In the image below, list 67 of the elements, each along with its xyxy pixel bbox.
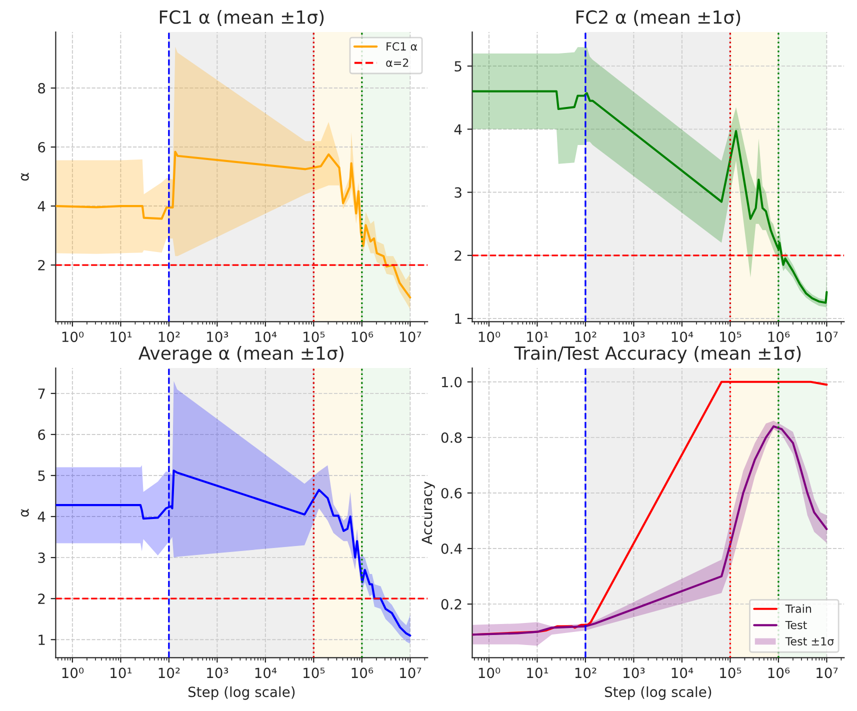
- y-tick-label: 5: [454, 61, 462, 72]
- x-tick-label: 10³: [624, 668, 645, 678]
- x-tick-label: 10⁶: [352, 668, 374, 678]
- y-tick-label: 3: [38, 552, 45, 564]
- x-tick-label: 10²: [158, 668, 180, 678]
- x-tick-label: 10⁶: [768, 668, 790, 678]
- x-tick-label: 10⁷: [400, 332, 422, 342]
- chart-title: Train/Test Accuracy (mean ±1σ): [514, 346, 801, 364]
- x-tick-label: 10²: [158, 332, 180, 342]
- x-tick-label: 10⁶: [768, 332, 790, 342]
- y-axis-title: α: [20, 172, 29, 181]
- y-tick-label: 5: [38, 470, 45, 481]
- y-tick-label: 7: [38, 388, 45, 399]
- x-tick-label: 10⁶: [352, 332, 374, 342]
- y-tick-label: 1: [38, 634, 45, 645]
- y-tick-label: 4: [454, 124, 462, 134]
- x-tick-label: 10¹: [110, 668, 132, 678]
- x-tick-label: 10⁵: [720, 668, 742, 678]
- y-tick-label: 4: [38, 512, 46, 522]
- chart-title: Average α (mean ±1σ): [138, 346, 344, 364]
- y-tick-label: 2: [454, 250, 462, 261]
- x-tick-label: 10³: [207, 332, 228, 342]
- y-tick-label: 8: [38, 83, 46, 94]
- y-tick-label: 3: [454, 187, 462, 198]
- x-tick-label: 10⁰: [478, 668, 500, 678]
- y-tick-label: 1: [455, 314, 462, 324]
- legend-label: Test: [785, 620, 807, 630]
- x-tick-label: 10¹: [110, 332, 132, 342]
- legend-label: Train: [785, 604, 812, 613]
- y-tick-label: 6: [38, 429, 46, 440]
- x-tick-label: 10³: [207, 668, 228, 678]
- x-tick-label: 10⁰: [478, 332, 500, 342]
- x-tick-label: 10⁴: [255, 668, 277, 678]
- x-tick-label: 10⁴: [672, 668, 694, 678]
- y-tick-label: 2: [38, 594, 45, 604]
- x-tick-label: 10²: [575, 668, 596, 678]
- x-tick-label: 10⁴: [672, 332, 694, 342]
- x-tick-label: 10⁵: [304, 668, 325, 678]
- x-tick-label: 10⁵: [304, 332, 325, 342]
- x-tick-label: 10¹: [527, 668, 548, 678]
- x-tick-label: 10⁰: [62, 668, 84, 678]
- y-tick-label: 6: [38, 142, 46, 153]
- legend-label: FC1 α: [386, 42, 418, 51]
- legend-label: α=2: [386, 58, 408, 67]
- y-tick-label: 1.0: [442, 376, 462, 388]
- x-tick-label: 10¹: [527, 332, 548, 342]
- x-tick-label: 10⁰: [62, 332, 84, 342]
- y-tick-label: 0.6: [441, 488, 462, 498]
- x-axis-title: Step (log scale): [188, 686, 295, 700]
- x-tick-label: 10²: [575, 332, 596, 342]
- legend-label: Test ±1σ: [785, 637, 834, 646]
- y-tick-label: 4: [38, 201, 46, 212]
- y-tick-label: 2: [38, 260, 45, 270]
- chart-title: FC1 α (mean ±1σ): [160, 10, 324, 26]
- y-axis-title: α: [20, 508, 29, 517]
- y-tick-label: 0.8: [441, 432, 462, 443]
- y-tick-label: 0.2: [441, 599, 462, 610]
- x-tick-label: 10⁷: [400, 668, 422, 678]
- x-tick-label: 10⁷: [816, 332, 838, 342]
- x-tick-label: 10⁵: [720, 332, 742, 342]
- y-tick-label: 0.4: [441, 544, 462, 554]
- y-axis-title: Accuracy: [422, 482, 435, 544]
- chart-title: FC2 α (mean ±1σ): [576, 10, 740, 26]
- x-tick-label: 10⁴: [255, 332, 277, 342]
- x-axis-title: Step (log scale): [604, 686, 712, 700]
- x-tick-label: 10³: [624, 332, 645, 342]
- x-tick-label: 10⁷: [816, 668, 838, 678]
